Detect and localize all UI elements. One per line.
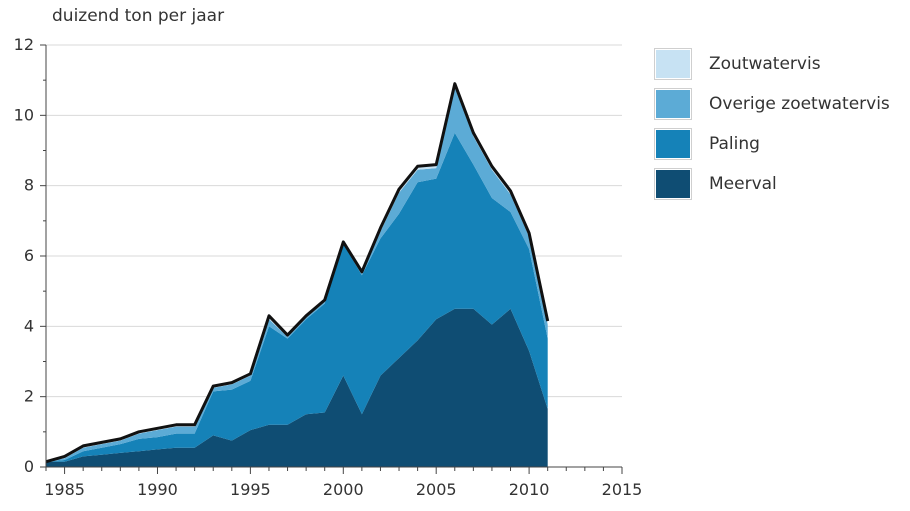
y-tick-label-2: 2 <box>24 387 34 406</box>
legend-label-paling: Paling <box>709 134 760 154</box>
legend-swatch-paling <box>654 128 692 160</box>
area-meerval <box>46 308 548 467</box>
y-tick-label-10: 10 <box>14 105 34 124</box>
area-overige-zoetwatervis <box>46 87 548 462</box>
legend-swatch-zoutwatervis <box>654 48 692 80</box>
legend-label-overige-zoetwatervis: Overige zoetwatervis <box>709 94 890 114</box>
x-tick-label-1990: 1990 <box>137 480 178 499</box>
x-tick-label-2015: 2015 <box>602 480 643 499</box>
x-tick-label-2005: 2005 <box>416 480 457 499</box>
legend-label-meerval: Meerval <box>709 174 777 194</box>
y-axis-label: duizend ton per jaar <box>52 6 225 26</box>
legend-label-zoutwatervis: Zoutwatervis <box>709 54 821 74</box>
legend-swatch-overige-zoetwatervis <box>654 88 692 120</box>
legend-item-overige-zoetwatervis: Overige zoetwatervis <box>654 84 890 124</box>
legend-swatch-meerval <box>654 168 692 200</box>
x-tick-label-1995: 1995 <box>230 480 271 499</box>
legend-item-paling: Paling <box>654 124 890 164</box>
x-tick-label-1985: 1985 <box>44 480 85 499</box>
total-outline <box>45 82 550 464</box>
x-tick-label-2000: 2000 <box>323 480 364 499</box>
legend-item-zoutwatervis: Zoutwatervis <box>654 44 890 84</box>
y-tick-label-4: 4 <box>24 316 34 335</box>
y-tick-label-6: 6 <box>24 246 34 265</box>
area-paling <box>46 132 548 462</box>
y-tick-label-8: 8 <box>24 176 34 195</box>
legend: Zoutwatervis Overige zoetwatervis Paling… <box>654 44 890 204</box>
legend-item-meerval: Meerval <box>654 164 890 204</box>
x-tick-label-2010: 2010 <box>509 480 550 499</box>
y-tick-label-0: 0 <box>24 457 34 476</box>
y-tick-label-12: 12 <box>14 35 34 54</box>
